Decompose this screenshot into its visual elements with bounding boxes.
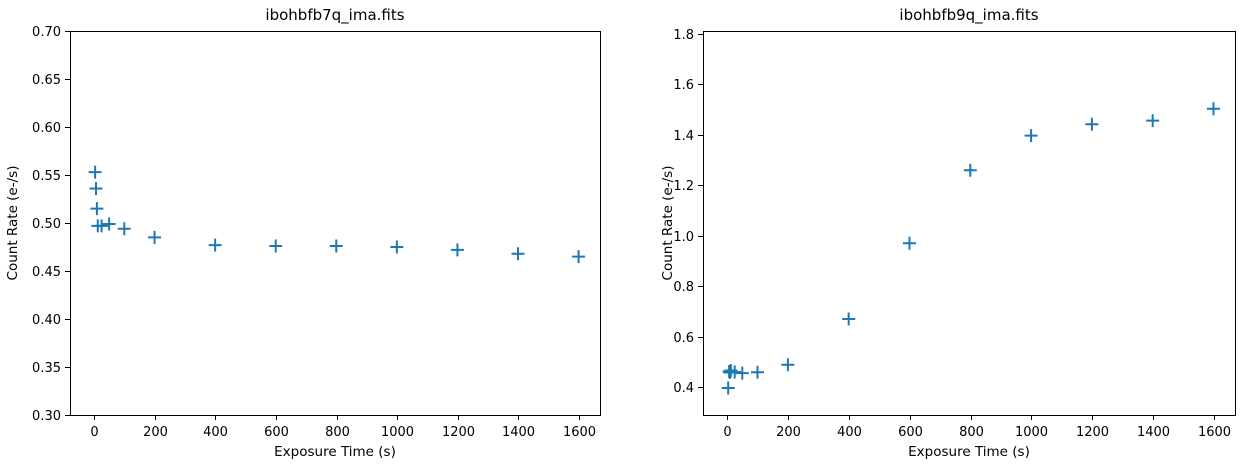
x-tick-label: 1600 (563, 425, 596, 440)
y-tick-label: 0.60 (32, 121, 61, 136)
data-point-marker (721, 381, 735, 395)
left-chart-title: ibohbfb7q_ima.fits (265, 6, 405, 24)
data-point-marker (511, 247, 525, 261)
data-point-marker (89, 181, 103, 195)
x-tick-label: 0 (90, 425, 98, 440)
data-point-marker (450, 243, 464, 257)
y-tick-label: 1.4 (673, 129, 694, 144)
data-point-marker (102, 217, 116, 231)
data-point-marker (390, 240, 404, 254)
data-point-marker (88, 165, 102, 179)
y-tick-label: 1.8 (673, 28, 694, 43)
x-tick-label: 200 (776, 425, 801, 440)
y-tick-label: 0.8 (673, 280, 694, 295)
y-tick-label: 0.70 (32, 25, 61, 40)
axes-right: 0 200 400 600 800 1000 1200 1400 1600 0.4 0.6 0.8 1.… (673, 28, 1236, 440)
x-tick-label: 400 (837, 425, 862, 440)
data-point-marker (963, 163, 977, 177)
x-tick-label: 1400 (1137, 425, 1170, 440)
data-point-marker (902, 236, 916, 250)
data-point-marker (1206, 102, 1220, 116)
x-tick-label: 600 (264, 425, 289, 440)
x-tick-label: 0 (723, 425, 731, 440)
y-tick-label: 1.6 (673, 78, 694, 93)
data-point-marker (1085, 117, 1099, 131)
axes-left: 0 200 400 600 800 1000 1200 1400 1600 0.30 0.35 0.4… (32, 25, 601, 440)
y-tick-label: 0.55 (32, 169, 61, 184)
x-tick-label: 1400 (502, 425, 535, 440)
y-tick-label: 0.30 (32, 409, 61, 424)
data-point-marker (781, 358, 795, 372)
data-point-marker (329, 239, 343, 253)
plot-frame (703, 31, 1236, 416)
data-point-marker (572, 250, 586, 264)
x-tick-label: 400 (203, 425, 228, 440)
x-tick-label: 600 (898, 425, 923, 440)
plot-frame (70, 31, 601, 416)
x-tick-label: 1600 (1198, 425, 1231, 440)
y-tick-label: 1.2 (673, 179, 694, 194)
data-point-marker (750, 365, 764, 379)
data-point-marker (90, 202, 104, 216)
right-y-axis-label: Count Rate (e-/s) (660, 165, 676, 281)
right-chart-title: ibohbfb9q_ima.fits (899, 6, 1039, 24)
data-point-marker (1146, 114, 1160, 128)
left-x-axis-label: Exposure Time (s) (274, 444, 396, 460)
left-y-axis-label: Count Rate (e-/s) (5, 165, 21, 281)
data-point-marker (735, 366, 749, 380)
data-point-marker (117, 222, 131, 236)
data-point-marker (269, 239, 283, 253)
y-tick-label: 0.40 (32, 313, 61, 328)
data-point-marker (95, 219, 109, 233)
data-point-marker (208, 238, 222, 252)
x-tick-label: 1000 (381, 425, 414, 440)
y-tick-label: 0.6 (673, 331, 694, 346)
x-tick-label: 800 (325, 425, 350, 440)
y-tick-label: 1.0 (673, 230, 694, 245)
y-tick-label: 0.35 (32, 361, 61, 376)
y-tick-label: 0.45 (32, 265, 61, 280)
data-point-marker (728, 365, 742, 379)
y-tick-label: 0.50 (32, 217, 61, 232)
x-tick-label: 1200 (442, 425, 475, 440)
x-tick-label: 1000 (1015, 425, 1048, 440)
y-tick-label: 0.65 (32, 73, 61, 88)
x-tick-label: 1200 (1076, 425, 1109, 440)
data-point-marker (1024, 129, 1038, 143)
x-tick-label: 200 (143, 425, 168, 440)
right-x-axis-label: Exposure Time (s) (908, 444, 1030, 460)
data-point-marker (148, 230, 162, 244)
x-tick-label: 800 (959, 425, 984, 440)
data-point-marker (842, 312, 856, 326)
y-tick-label: 0.4 (673, 381, 694, 396)
